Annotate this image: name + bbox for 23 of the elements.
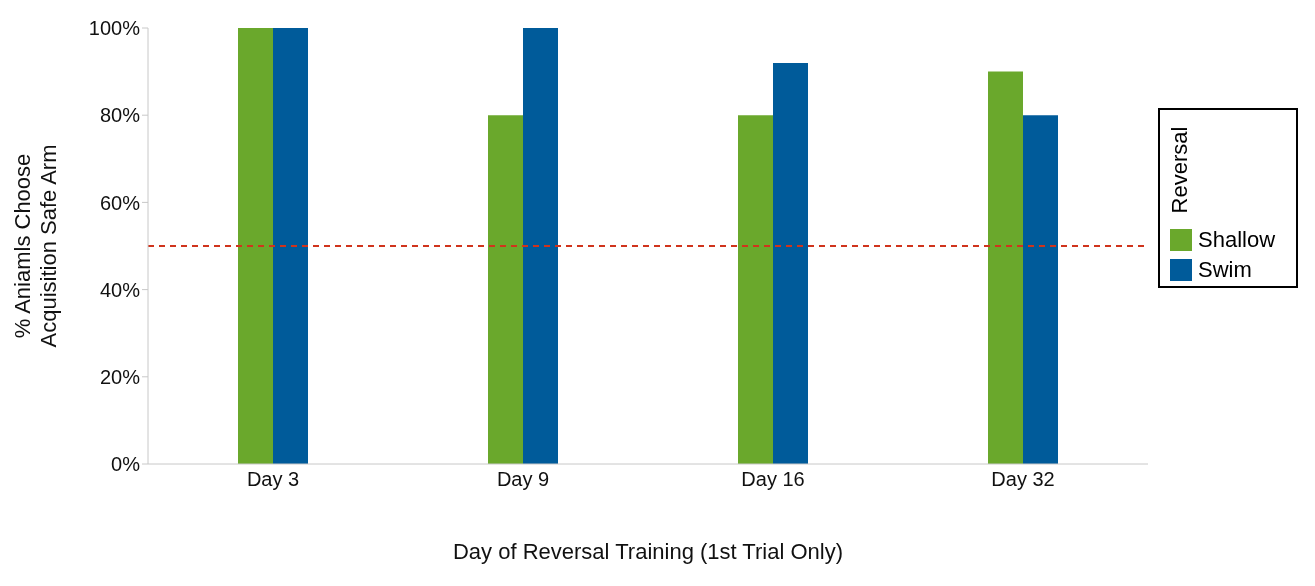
bar bbox=[988, 71, 1023, 464]
bar bbox=[523, 28, 558, 464]
x-tick-label: Day 32 bbox=[991, 468, 1055, 491]
x-tick-label: Day 3 bbox=[246, 468, 300, 491]
bar bbox=[488, 115, 523, 464]
legend-title: Reversal bbox=[1167, 126, 1193, 214]
y-tick-label: 20% bbox=[99, 365, 141, 388]
y-tick-label: 40% bbox=[99, 278, 141, 301]
bar bbox=[273, 28, 308, 464]
bar bbox=[1023, 115, 1058, 464]
legend-label: Swim bbox=[1198, 257, 1252, 283]
bar bbox=[238, 28, 273, 464]
y-tick-label: 0% bbox=[111, 453, 141, 476]
legend-label: Shallow bbox=[1198, 227, 1276, 253]
y-tick-label: 60% bbox=[99, 191, 141, 214]
x-tick-label: Day 16 bbox=[741, 468, 805, 491]
x-tick-label: Day 9 bbox=[496, 468, 550, 491]
bar bbox=[773, 62, 808, 464]
y-tick-label: 100% bbox=[88, 17, 141, 40]
x-axis-title: Day of Reversal Training (1st Trial Only) bbox=[452, 539, 844, 564]
y-tick-label: 80% bbox=[99, 104, 141, 127]
bar bbox=[738, 115, 773, 464]
y-axis-title: % Aniamls Choose Acquisition Safe Arm bbox=[10, 144, 61, 348]
